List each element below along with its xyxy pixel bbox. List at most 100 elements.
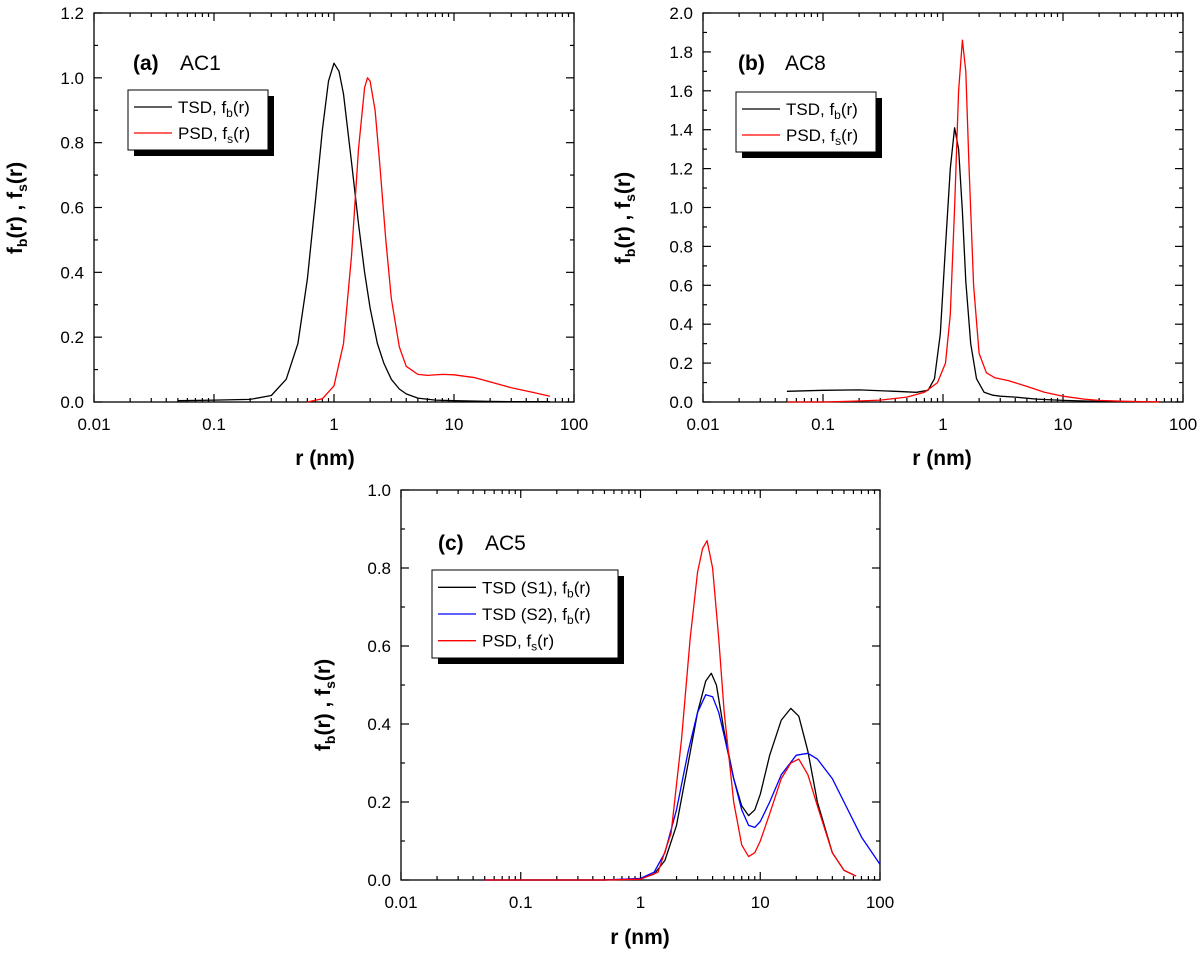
legend-label-sub: b <box>567 613 574 627</box>
x-tick-label: 10 <box>1054 415 1073 434</box>
legend-label-0: TSD, fb(r) <box>786 100 858 122</box>
x-tick-label: 10 <box>445 415 464 434</box>
y-tick-label: 0.4 <box>669 315 693 334</box>
y-tick-label: 1.0 <box>60 69 84 88</box>
y-tick-label: 1.4 <box>669 121 693 140</box>
y-tick-label: 0.6 <box>60 199 84 218</box>
y-tick-label: 0.8 <box>60 134 84 153</box>
legend-label-main: TSD (S2), f <box>482 605 567 624</box>
x-tick-label: 0.1 <box>509 893 533 912</box>
x-tick-label: 0.1 <box>202 415 226 434</box>
y-tick-label: 1.6 <box>669 82 693 101</box>
y-title-part: f <box>312 743 335 751</box>
x-axis-title: r (nm) <box>295 447 355 470</box>
legend-label-main: PSD, f <box>786 126 835 145</box>
legend-label-end: (r) <box>841 126 858 145</box>
y-tick-label: 1.2 <box>60 4 84 23</box>
legend-label-main: TSD, f <box>786 100 834 119</box>
y-tick-label: 1.2 <box>669 160 693 179</box>
legend-label-end: (r) <box>233 124 250 143</box>
y-title-part: (r) <box>4 162 27 184</box>
panel-name: AC5 <box>485 532 526 555</box>
plot-frame <box>702 12 1184 403</box>
legend-label-2: PSD, fs(r) <box>482 632 554 654</box>
legend-label-1: TSD (S2), fb(r) <box>482 605 591 627</box>
panel-letter: (a) <box>133 52 159 75</box>
legend-label-sub: b <box>834 108 841 122</box>
y-title-part: (r) <box>312 659 335 681</box>
y-tick-label: 1.0 <box>367 481 391 500</box>
legend-label-main: PSD, f <box>482 632 531 651</box>
y-tick-label: 0.2 <box>367 793 391 812</box>
legend-label-main: TSD, f <box>178 98 226 117</box>
legend-box <box>735 91 877 153</box>
x-tick-label: 1 <box>329 415 338 434</box>
panel-letter: (c) <box>438 532 464 555</box>
plot-frame <box>400 489 881 881</box>
legend: TSD, fb(r)PSD, fs(r) <box>735 91 882 158</box>
y-tick-label: 1.0 <box>669 199 693 218</box>
x-tick-label: 1 <box>938 415 947 434</box>
legend-label-sub: b <box>567 586 574 600</box>
legend: TSD, fb(r)PSD, fs(r) <box>127 89 274 156</box>
y-title-part: (r) <box>612 172 635 194</box>
legend-label-0: TSD (S1), fb(r) <box>482 578 591 600</box>
legend-label-end: (r) <box>233 98 250 117</box>
legend-label-sub: s <box>835 134 841 148</box>
legend-label-end: (r) <box>574 605 591 624</box>
y-title-subscript: s <box>14 184 30 192</box>
plot-frame <box>93 12 575 403</box>
y-title-part: (r) , f <box>612 201 635 249</box>
y-tick-label: 0.8 <box>367 559 391 578</box>
x-axis-title: r (nm) <box>912 447 972 470</box>
legend-label-main: TSD (S1), f <box>482 578 567 597</box>
panel-name: AC8 <box>785 52 826 75</box>
y-title-part: f <box>612 256 635 264</box>
y-tick-label: 0.0 <box>60 393 84 412</box>
y-tick-label: 0.6 <box>669 276 693 295</box>
y-tick-label: 0.6 <box>367 637 391 656</box>
y-title-subscript: s <box>622 194 638 202</box>
y-axis-title: fb(r) , fs(r) <box>612 172 638 264</box>
panel-name: AC1 <box>180 52 221 75</box>
y-title-part: (r) , f <box>312 688 335 736</box>
x-tick-label: 0.01 <box>77 415 110 434</box>
y-tick-label: 0.4 <box>367 715 391 734</box>
x-tick-label: 100 <box>866 893 894 912</box>
x-tick-label: 1 <box>636 893 645 912</box>
y-title-subscript: s <box>322 681 338 689</box>
panel-b: 0.01 0.1 1 10 100 0.0 0.2 0.4 0.6 0.8 1.0 1.2 1.4 1.6… <box>612 4 1197 470</box>
panel-a: 0.01 0.1 1 10 100 0.0 0.2 0.4 0.6 0.8 1.0 1.2 r (nm)… <box>4 4 588 470</box>
legend-label-1: PSD, fs(r) <box>786 126 858 148</box>
legend-label-sub: s <box>227 132 233 146</box>
legend-box <box>127 89 269 151</box>
x-axis-title: r (nm) <box>610 926 670 949</box>
series-line-c-2 <box>484 540 857 881</box>
y-tick-label: 0.0 <box>669 393 693 412</box>
series-line-c-0 <box>484 672 857 881</box>
legend-label-end: (r) <box>841 100 858 119</box>
y-tick-label: 0.0 <box>367 871 391 890</box>
y-tick-label: 0.8 <box>669 237 693 256</box>
x-tick-label: 0.01 <box>686 415 719 434</box>
series-line-b-0 <box>786 127 1136 403</box>
legend-label-main: PSD, f <box>178 124 227 143</box>
y-tick-label: 2.0 <box>669 4 693 23</box>
x-tick-label: 100 <box>560 415 588 434</box>
legend-label-sub: s <box>531 640 537 654</box>
y-tick-label: 0.2 <box>60 328 84 347</box>
series-line-a-1 <box>307 77 551 403</box>
series-line-b-1 <box>786 39 1159 403</box>
x-tick-label: 100 <box>1169 415 1197 434</box>
y-tick-label: 1.8 <box>669 43 693 62</box>
y-title-part: f <box>4 246 27 254</box>
legend-label-end: (r) <box>574 578 591 597</box>
x-tick-label: 0.01 <box>384 893 417 912</box>
y-tick-label: 0.4 <box>60 263 84 282</box>
legend: TSD (S1), fb(r)TSD (S2), fb(r)PSD, fs(r) <box>431 569 624 664</box>
y-axis-title: fb(r) , fs(r) <box>4 162 30 254</box>
y-title-subscript: b <box>622 249 638 258</box>
panel-letter: (b) <box>738 52 765 75</box>
